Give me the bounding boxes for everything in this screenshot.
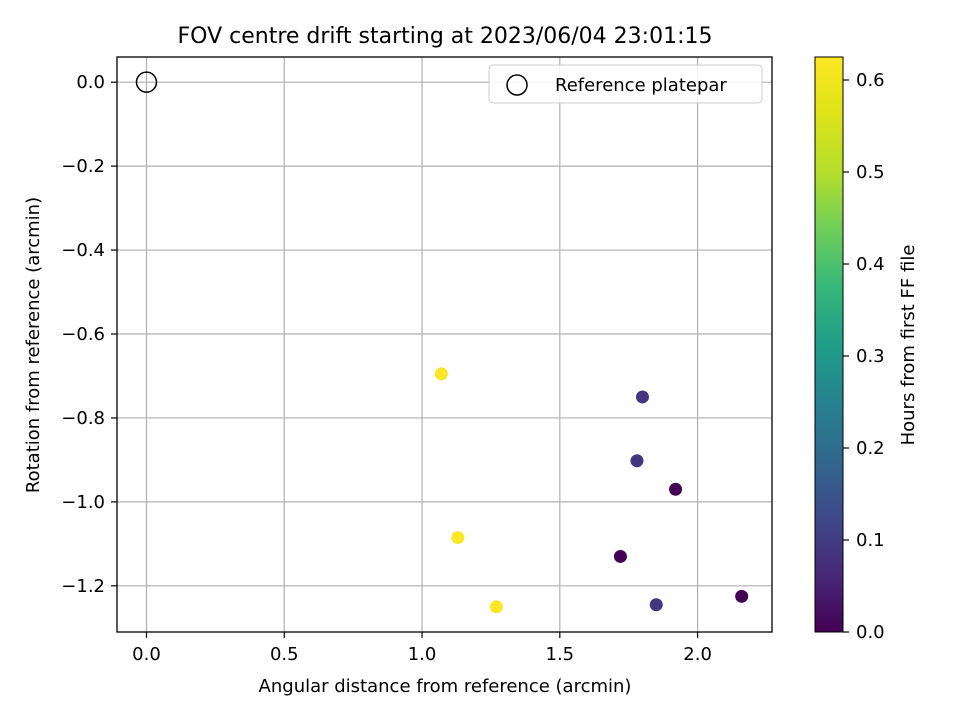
y-axis-label: Rotation from reference (arcmin) bbox=[23, 197, 44, 493]
data-point bbox=[635, 390, 649, 404]
x-tick-label: 2.0 bbox=[683, 644, 712, 665]
data-point bbox=[613, 549, 627, 563]
y-tick-label: −0.4 bbox=[61, 240, 105, 261]
x-tick-label: 1.5 bbox=[546, 644, 575, 665]
colorbar-tick-label: 0.0 bbox=[856, 622, 885, 643]
grid bbox=[117, 57, 772, 632]
x-tick-label: 0.0 bbox=[132, 644, 161, 665]
y-tick-label: −0.6 bbox=[61, 324, 105, 345]
colorbar-tick-label: 0.6 bbox=[856, 70, 885, 91]
legend: Reference platepar bbox=[488, 64, 763, 104]
x-tick-label: 1.0 bbox=[408, 644, 437, 665]
data-point bbox=[669, 482, 683, 496]
y-tick-label: −1.0 bbox=[61, 492, 105, 513]
x-axis-label: Angular distance from reference (arcmin) bbox=[259, 676, 632, 697]
colorbar: 0.0 0.1 0.2 0.3 0.4 0.5 0.6 Hours from first F… bbox=[814, 56, 919, 643]
colorbar-tick-label: 0.3 bbox=[856, 346, 885, 367]
colorbar-gradient bbox=[814, 56, 844, 633]
colorbar-ticks: 0.0 0.1 0.2 0.3 0.4 0.5 0.6 bbox=[843, 70, 885, 643]
colorbar-tick-label: 0.2 bbox=[856, 438, 885, 459]
y-axis-ticks: 0.0 −0.2 −0.4 −0.6 −0.8 −1.0 −1.2 bbox=[61, 72, 117, 597]
data-point bbox=[630, 454, 644, 468]
legend-marker bbox=[506, 74, 528, 96]
chart-title: FOV centre drift starting at 2023/06/04 … bbox=[178, 24, 713, 49]
data-point bbox=[489, 600, 503, 614]
legend-box bbox=[488, 64, 763, 104]
x-axis-ticks: 0.0 0.5 1.0 1.5 2.0 bbox=[132, 632, 712, 665]
y-tick-label: −1.2 bbox=[61, 576, 105, 597]
data-points bbox=[135, 71, 749, 614]
y-tick-label: 0.0 bbox=[76, 72, 105, 93]
data-point bbox=[451, 531, 465, 545]
colorbar-tick-label: 0.1 bbox=[856, 530, 885, 551]
colorbar-tick-label: 0.4 bbox=[856, 254, 885, 275]
reference-platepar-marker bbox=[135, 71, 158, 93]
colorbar-label: Hours from first FF file bbox=[898, 245, 919, 446]
legend-label: Reference platepar bbox=[555, 75, 727, 96]
data-point bbox=[649, 598, 663, 612]
y-tick-label: −0.2 bbox=[61, 156, 105, 177]
data-point bbox=[735, 589, 749, 603]
data-point bbox=[434, 367, 448, 381]
colorbar-tick-label: 0.5 bbox=[856, 162, 885, 183]
x-tick-label: 0.5 bbox=[270, 644, 299, 665]
y-tick-label: −0.8 bbox=[61, 408, 105, 429]
plot-frame bbox=[116, 56, 773, 633]
